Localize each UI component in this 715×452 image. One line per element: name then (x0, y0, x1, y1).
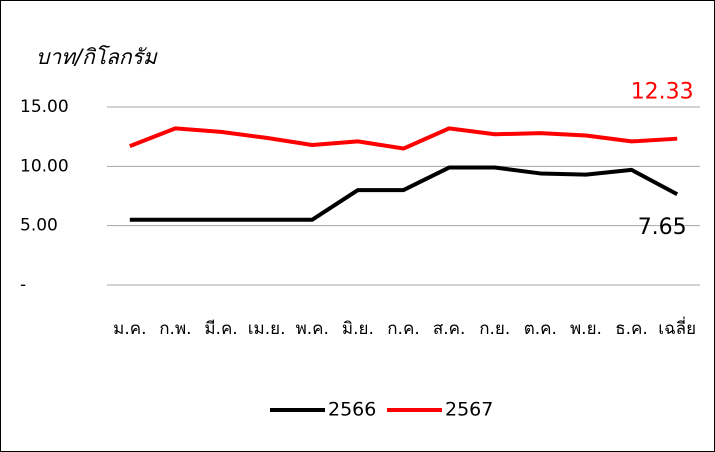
x-tick-label: พ.ย. (570, 319, 602, 339)
x-tick-label: มิ.ย. (342, 319, 374, 339)
y-tick-label: 10.00 (20, 156, 69, 176)
data-label: 7.65 (638, 215, 687, 240)
x-tick-label: มี.ค. (204, 319, 237, 339)
y-tick-label: 15.00 (20, 97, 69, 117)
x-tick-label: ส.ค. (433, 319, 466, 339)
series-line (129, 126, 678, 151)
x-tick-label: ก.ค. (387, 319, 419, 339)
x-tick-label: ก.ย. (479, 319, 510, 339)
series-line (129, 165, 679, 222)
y-tick-label: - (20, 275, 26, 295)
y-tick-label: 5.00 (20, 216, 58, 236)
x-tick-label: ธ.ค. (615, 319, 648, 339)
y-axis-label: บาท/กิโลกรัม (36, 45, 158, 69)
data-label: 12.33 (631, 80, 694, 105)
x-tick-label: ม.ค. (113, 319, 146, 339)
x-tick-label: เม.ย. (248, 319, 286, 339)
x-tick-label: ก.พ. (159, 319, 191, 339)
x-tick-label: ต.ค. (524, 319, 557, 339)
legend-label: 2567 (445, 399, 493, 421)
legend-label: 2566 (328, 399, 376, 421)
x-tick-label: เฉลี่ย (658, 316, 696, 339)
x-tick-label: พ.ค. (296, 319, 329, 339)
